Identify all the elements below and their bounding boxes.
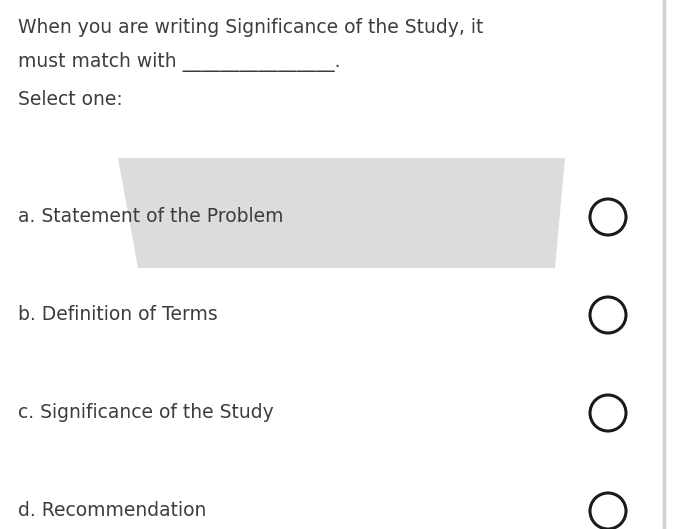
Text: d. Recommendation: d. Recommendation [18,501,207,521]
Text: b. Definition of Terms: b. Definition of Terms [18,306,218,324]
Text: When you are writing Significance of the Study, it: When you are writing Significance of the… [18,18,484,37]
Text: a. Statement of the Problem: a. Statement of the Problem [18,207,284,226]
Text: must match with ________________.: must match with ________________. [18,52,340,72]
Text: Select one:: Select one: [18,90,123,109]
Text: c. Significance of the Study: c. Significance of the Study [18,404,273,423]
Polygon shape [118,158,565,268]
